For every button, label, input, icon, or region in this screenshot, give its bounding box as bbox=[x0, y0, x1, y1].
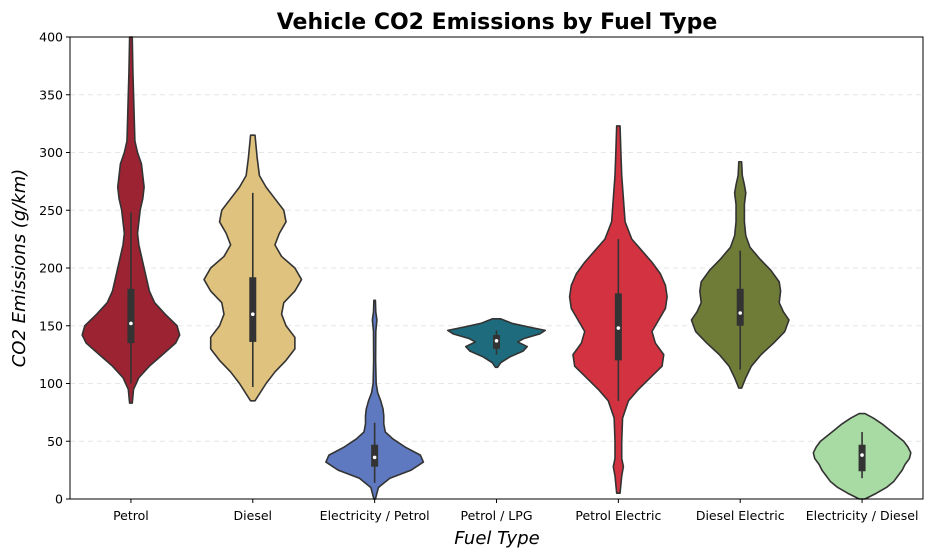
y-tick-label: 150 bbox=[39, 318, 63, 333]
violin-iqr-box bbox=[736, 288, 744, 326]
violin-2 bbox=[325, 299, 425, 500]
x-tick-label: Petrol / LPG bbox=[460, 508, 532, 523]
violin-series bbox=[81, 36, 912, 500]
y-tick-label: 100 bbox=[39, 376, 63, 391]
x-tick-label: Petrol Electric bbox=[575, 508, 661, 523]
violin-median-dot bbox=[616, 326, 621, 330]
x-tick-label: Electricity / Diesel bbox=[806, 508, 919, 523]
violin-median-dot bbox=[860, 453, 864, 457]
violin-4 bbox=[568, 125, 668, 495]
x-axis: Petrol Diesel Electricity / Petrol Petrol /… bbox=[113, 499, 918, 523]
grid-lines bbox=[70, 94, 923, 442]
violin-median-dot bbox=[372, 455, 377, 460]
y-tick-label: 350 bbox=[39, 87, 63, 102]
violin-median-dot bbox=[494, 338, 499, 343]
violin-iqr-box bbox=[127, 288, 135, 344]
chart-title: Vehicle CO2 Emissions by Fuel Type bbox=[277, 10, 718, 35]
y-tick-label: 250 bbox=[39, 203, 63, 218]
x-axis-label: Fuel Type bbox=[454, 528, 539, 549]
x-tick-label: Electricity / Petrol bbox=[320, 508, 430, 523]
x-tick-label: Diesel Electric bbox=[696, 508, 785, 523]
violin-median-dot bbox=[738, 311, 743, 315]
x-tick-label: Diesel bbox=[234, 508, 272, 523]
y-axis: 0 50 100 150 200 250 300 350 400 bbox=[39, 30, 70, 507]
violin-5 bbox=[690, 160, 790, 389]
violin-0 bbox=[81, 36, 181, 404]
y-tick-label: 0 bbox=[55, 492, 63, 507]
violin-iqr-box bbox=[249, 277, 257, 342]
x-tick-label: Petrol bbox=[113, 508, 149, 523]
violin-median-dot bbox=[129, 321, 133, 326]
violin-3 bbox=[446, 318, 547, 369]
y-tick-label: 50 bbox=[47, 434, 63, 449]
y-tick-label: 300 bbox=[39, 145, 63, 160]
y-tick-label: 200 bbox=[39, 261, 63, 276]
violin-body bbox=[325, 299, 425, 500]
violin-iqr-box bbox=[858, 444, 866, 472]
y-axis-label: CO2 Emissions (g/km) bbox=[9, 169, 30, 368]
violin-6 bbox=[812, 412, 912, 500]
y-tick-label: 400 bbox=[39, 30, 63, 45]
violin-median-dot bbox=[250, 312, 255, 317]
violin-1 bbox=[203, 134, 303, 402]
